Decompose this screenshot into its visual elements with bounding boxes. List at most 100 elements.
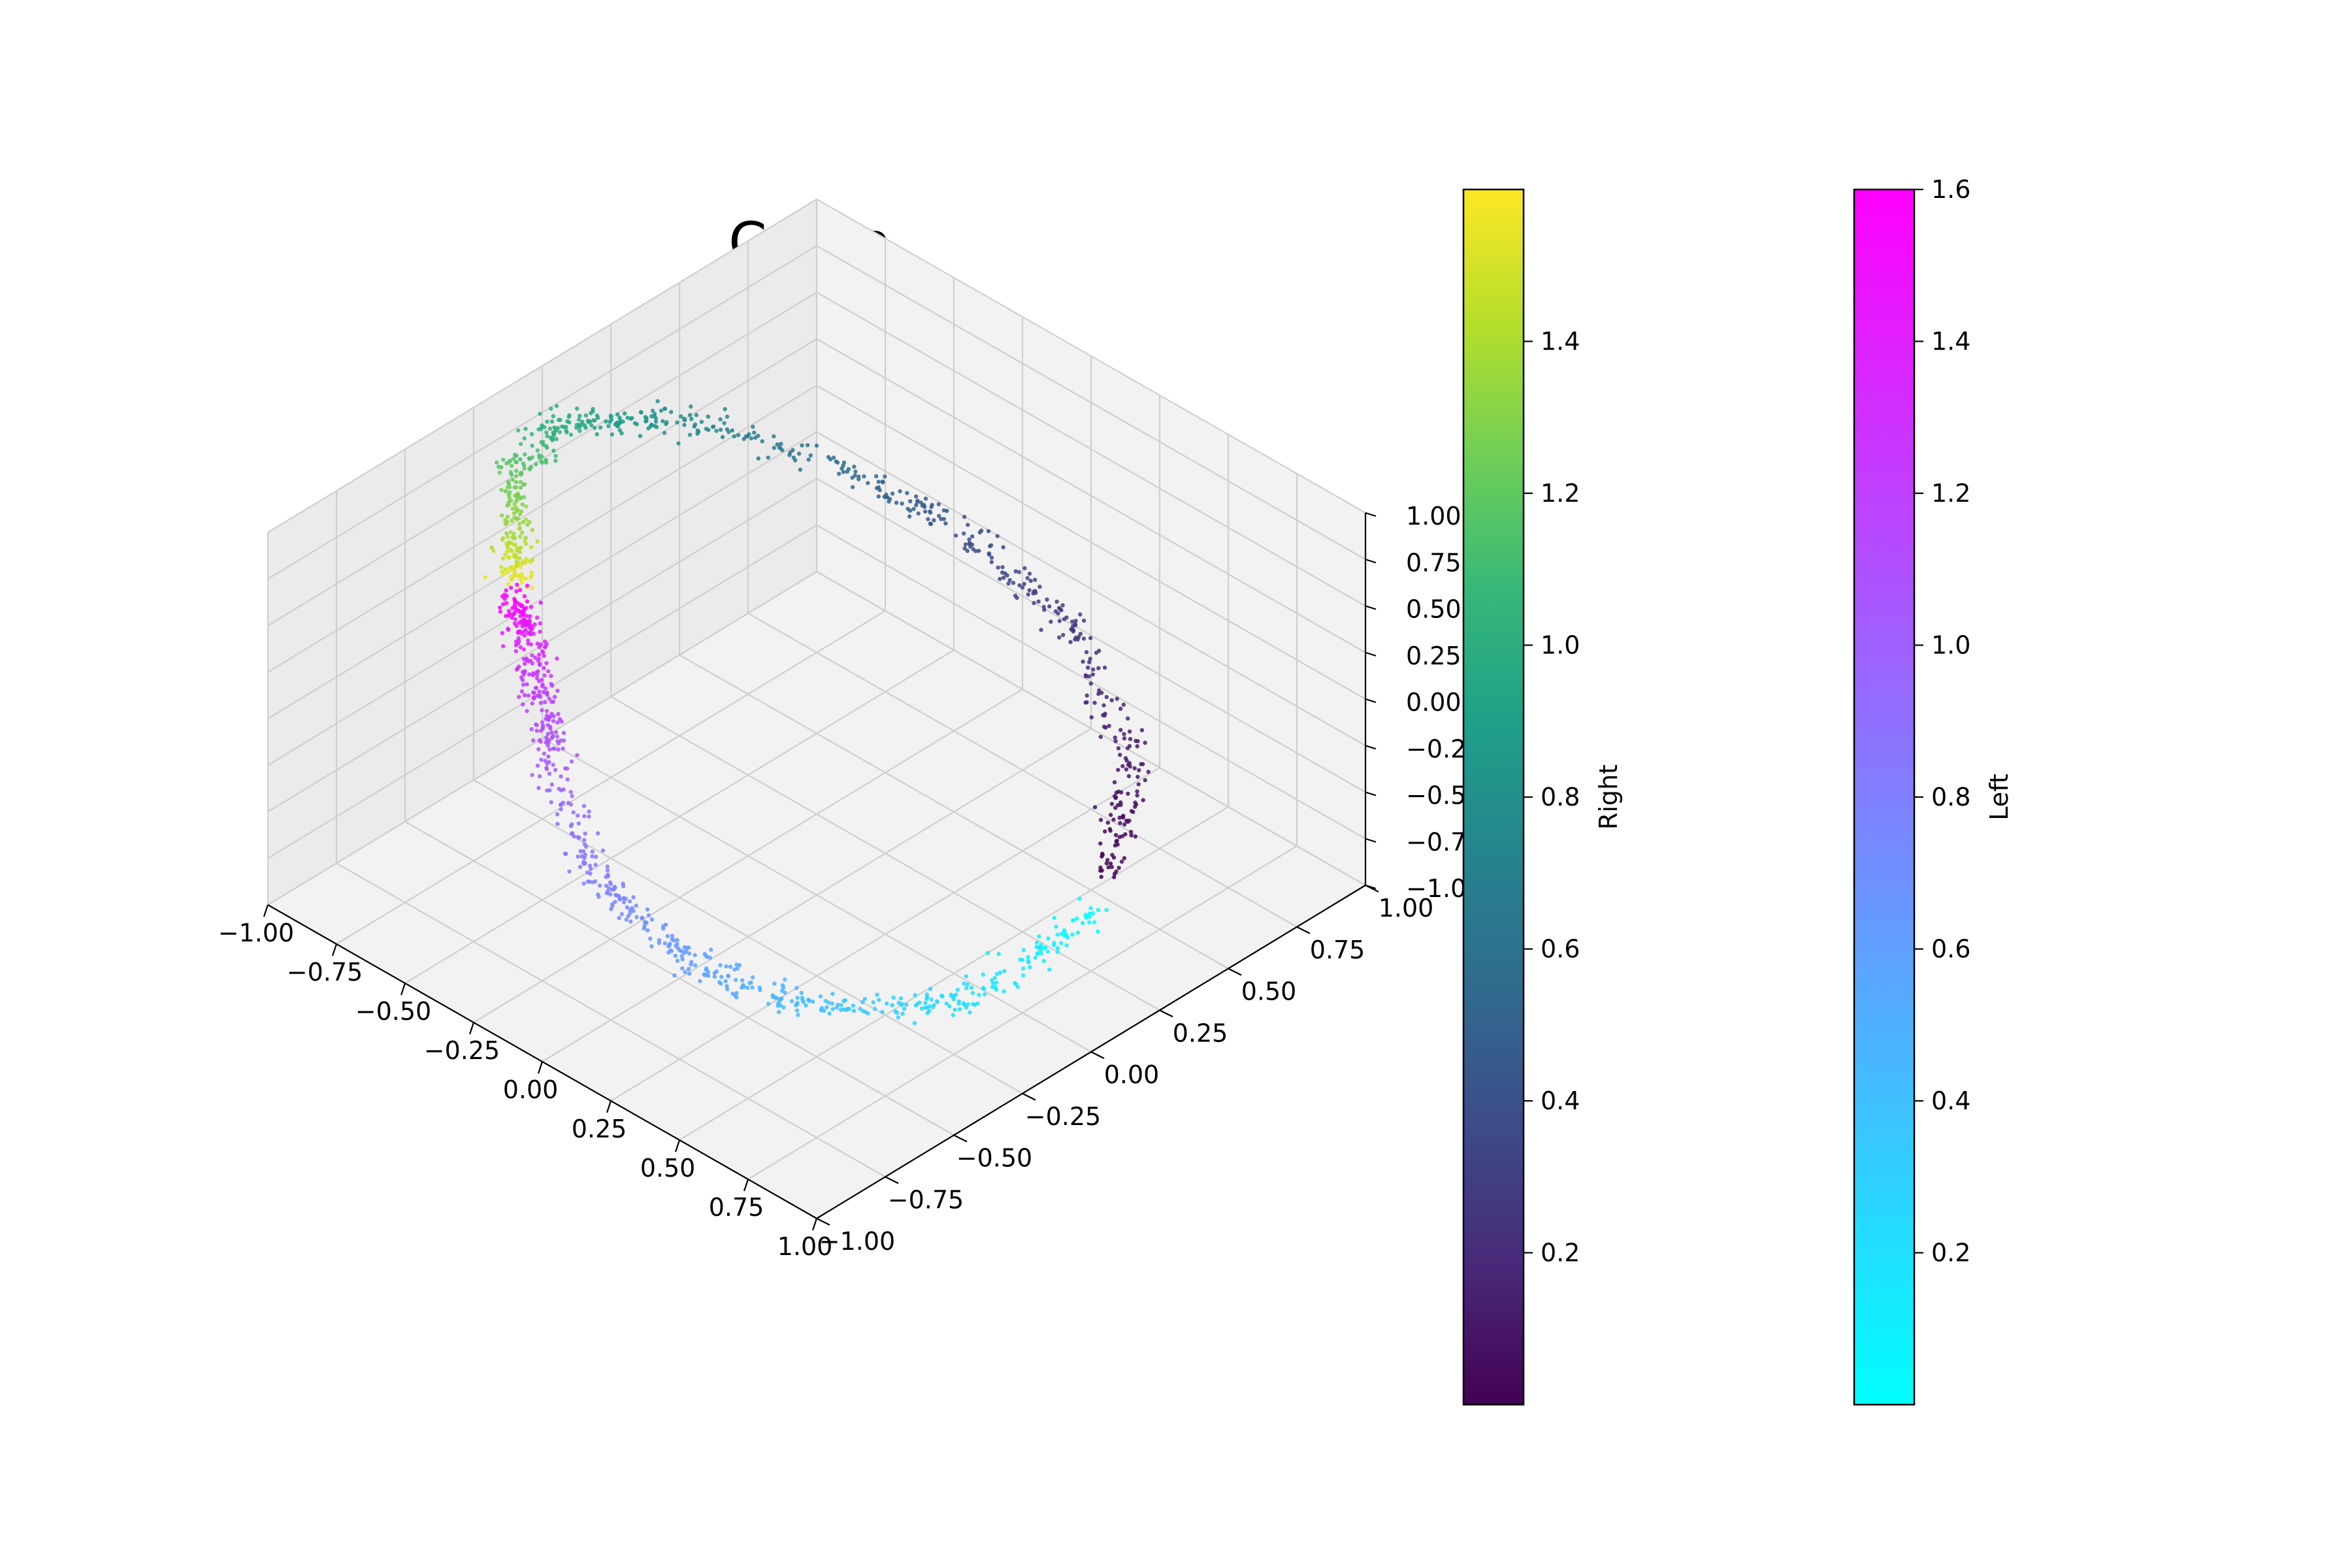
scatter-point-cool — [925, 1011, 930, 1015]
scatter-point-cool — [587, 863, 593, 868]
scatter-point-cool — [555, 739, 560, 743]
scatter-point-cool — [545, 690, 549, 695]
scatter-point-viridis — [699, 419, 704, 424]
scatter-point-cool — [565, 777, 570, 782]
scatter-point-cool — [514, 643, 519, 647]
scatter-point-viridis — [1007, 578, 1012, 583]
scatter-point-cool — [750, 975, 755, 980]
scatter-point-viridis — [853, 469, 858, 474]
scatter-point-viridis — [576, 417, 581, 422]
z-tick — [1365, 605, 1377, 610]
z-tick — [1365, 745, 1377, 750]
scatter-point-cool — [506, 609, 512, 613]
scatter-point-cool — [795, 996, 800, 1000]
scatter-point-cool — [581, 860, 586, 866]
scatter-point-viridis — [522, 436, 527, 441]
scatter-point-cool — [1065, 935, 1070, 940]
scatter-point-viridis — [489, 545, 494, 550]
scatter-point-viridis — [907, 508, 913, 513]
scatter-point-viridis — [582, 423, 587, 428]
scatter-point-viridis — [792, 458, 798, 463]
scatter-point-viridis — [1069, 627, 1073, 632]
scatter-point-cool — [1045, 949, 1051, 954]
scatter-point-viridis — [943, 521, 948, 526]
scatter-point-cool — [1070, 932, 1075, 937]
scatter-point-viridis — [1049, 619, 1053, 624]
y-tick — [816, 1218, 830, 1226]
scatter-point-viridis — [501, 457, 506, 462]
scatter-point-cool — [723, 979, 728, 984]
scatter-point-cool — [572, 834, 576, 839]
scatter-point-viridis — [1127, 760, 1132, 766]
scatter-point-cool — [880, 1009, 885, 1015]
scatter-point-cool — [549, 674, 553, 678]
scatter-point-viridis — [1091, 667, 1096, 672]
scatter-point-viridis — [574, 425, 579, 430]
scatter-point-cool — [518, 602, 523, 607]
y-tick-label: −0.75 — [888, 1185, 964, 1214]
scatter-point-cool — [811, 999, 815, 1004]
scatter-point-viridis — [1078, 632, 1083, 636]
scatter-point-cool — [962, 981, 966, 986]
scatter-point-viridis — [989, 555, 994, 560]
scatter-point-cool — [544, 735, 549, 740]
scatter-point-viridis — [1113, 843, 1118, 848]
scatter-point-cool — [531, 673, 535, 678]
scatter-point-viridis — [621, 419, 625, 424]
scatter-point-viridis — [1057, 619, 1062, 623]
scatter-point-viridis — [779, 442, 783, 446]
scatter-point-viridis — [1002, 576, 1006, 580]
colorbar-tick-label: 1.4 — [1541, 327, 1580, 356]
scatter-point-viridis — [523, 452, 527, 457]
scatter-point-viridis — [1099, 874, 1103, 879]
scatter-point-cool — [515, 666, 520, 671]
scatter-point-viridis — [720, 434, 725, 440]
scatter-point-cool — [528, 614, 532, 619]
z-tick-label: 0.75 — [1406, 548, 1462, 577]
scatter-point-viridis — [1128, 764, 1133, 769]
scatter-point-cool — [556, 747, 561, 752]
scatter-point-cool — [509, 585, 514, 590]
scatter-point-cool — [621, 900, 627, 905]
scatter-point-cool — [734, 962, 739, 967]
scatter-point-cool — [580, 854, 584, 858]
scatter-point-cool — [522, 670, 527, 674]
scatter-point-cool — [923, 1001, 928, 1005]
z-tick — [1365, 698, 1377, 704]
scatter-point-viridis — [1146, 770, 1151, 774]
scatter-point-viridis — [506, 555, 512, 560]
scatter-point-viridis — [517, 546, 522, 550]
scatter-point-cool — [621, 896, 626, 900]
scatter-point-viridis — [1108, 861, 1113, 866]
scatter-point-cool — [619, 912, 624, 917]
scatter-point-cool — [679, 954, 684, 958]
scatter-point-viridis — [505, 515, 510, 519]
scatter-point-cool — [510, 615, 515, 620]
scatter-point-viridis — [936, 514, 941, 518]
scatter-point-viridis — [1113, 795, 1119, 800]
scatter-point-cool — [1021, 973, 1026, 978]
scatter-point-cool — [780, 983, 785, 988]
scatter-point-cool — [518, 645, 523, 649]
scatter-point-cool — [779, 996, 784, 1002]
scatter-point-cool — [896, 1015, 900, 1020]
scatter-point-cool — [624, 917, 629, 922]
scatter-point-viridis — [800, 443, 804, 448]
scatter-point-viridis — [1036, 599, 1041, 604]
scatter-point-cool — [646, 913, 651, 918]
scatter-point-viridis — [780, 448, 785, 453]
scatter-point-cool — [1034, 940, 1039, 945]
scatter-point-viridis — [1128, 737, 1133, 742]
scatter-point-cool — [537, 774, 542, 779]
scatter-point-cool — [928, 987, 933, 991]
scatter-point-viridis — [722, 421, 727, 425]
scatter-point-viridis — [831, 455, 836, 460]
scatter-point-cool — [582, 814, 587, 819]
scatter-point-viridis — [510, 518, 514, 523]
scatter-point-viridis — [506, 502, 511, 507]
scatter-point-viridis — [1116, 746, 1121, 751]
scatter-point-viridis — [1102, 703, 1106, 708]
scatter-point-viridis — [1114, 791, 1119, 795]
scatter-point-viridis — [936, 502, 941, 506]
scatter-point-cool — [783, 977, 787, 982]
